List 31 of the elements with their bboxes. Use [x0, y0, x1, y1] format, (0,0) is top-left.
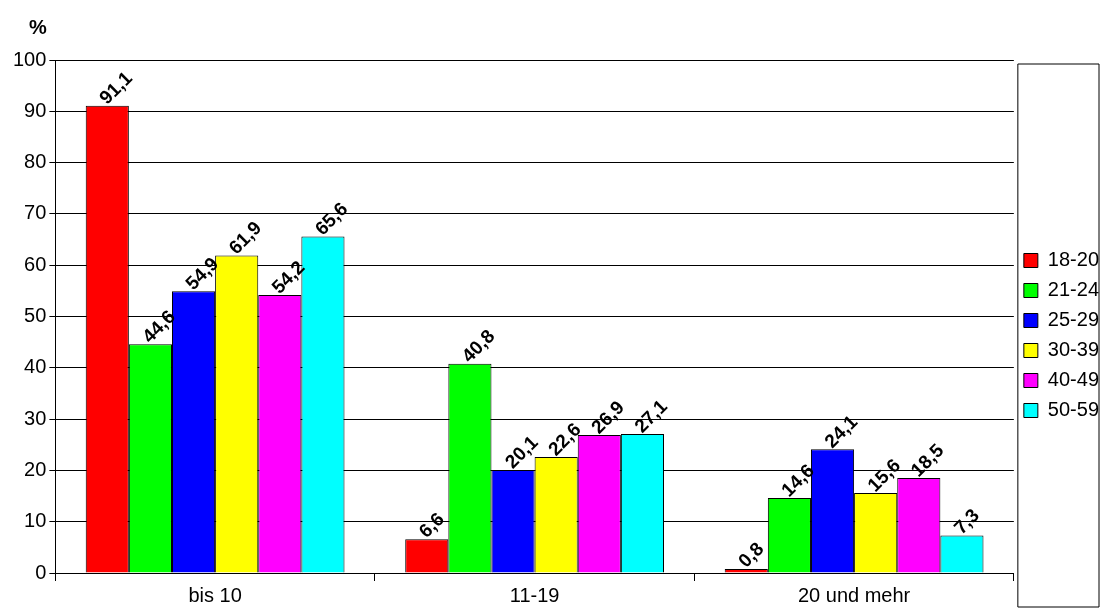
- data-label: 54,2: [267, 256, 309, 298]
- y-axis-title: %: [29, 15, 48, 38]
- legend-label: 30-39: [1047, 338, 1099, 361]
- legend-label: 50-59: [1047, 398, 1099, 421]
- x-tick-label: bis 10: [188, 583, 242, 606]
- legend-label: 25-29: [1047, 308, 1099, 331]
- y-tick-label: 70: [24, 201, 47, 224]
- x-tick-label: 20 und mehr: [797, 583, 911, 606]
- data-label: 61,9: [224, 216, 266, 258]
- data-label: 91,1: [94, 66, 137, 109]
- y-tick-label: 90: [24, 98, 47, 121]
- data-label: 6,6: [414, 508, 448, 542]
- y-tick-label: 30: [24, 406, 47, 429]
- legend-label: 18-20: [1047, 248, 1099, 271]
- data-label: 20,1: [500, 431, 543, 473]
- y-tick-label: 50: [24, 304, 47, 327]
- y-tick-label: 10: [24, 509, 47, 532]
- y-tick-label: 20: [24, 457, 47, 480]
- y-tick-label: 100: [12, 47, 47, 70]
- data-label: 27,1: [630, 395, 672, 437]
- data-label: 54,9: [181, 252, 223, 294]
- y-tick-label: 0: [35, 560, 47, 583]
- legend-label: 21-24: [1047, 278, 1099, 301]
- x-tick-label: 11-19: [509, 583, 560, 606]
- legend-label: 40-49: [1047, 368, 1099, 391]
- data-label: 65,6: [310, 198, 352, 239]
- data-label: 40,8: [457, 325, 499, 367]
- y-tick-label: 40: [24, 355, 47, 378]
- y-tick-label: 60: [24, 252, 47, 275]
- y-tick-label: 80: [24, 150, 47, 173]
- data-label: 0,8: [733, 537, 768, 572]
